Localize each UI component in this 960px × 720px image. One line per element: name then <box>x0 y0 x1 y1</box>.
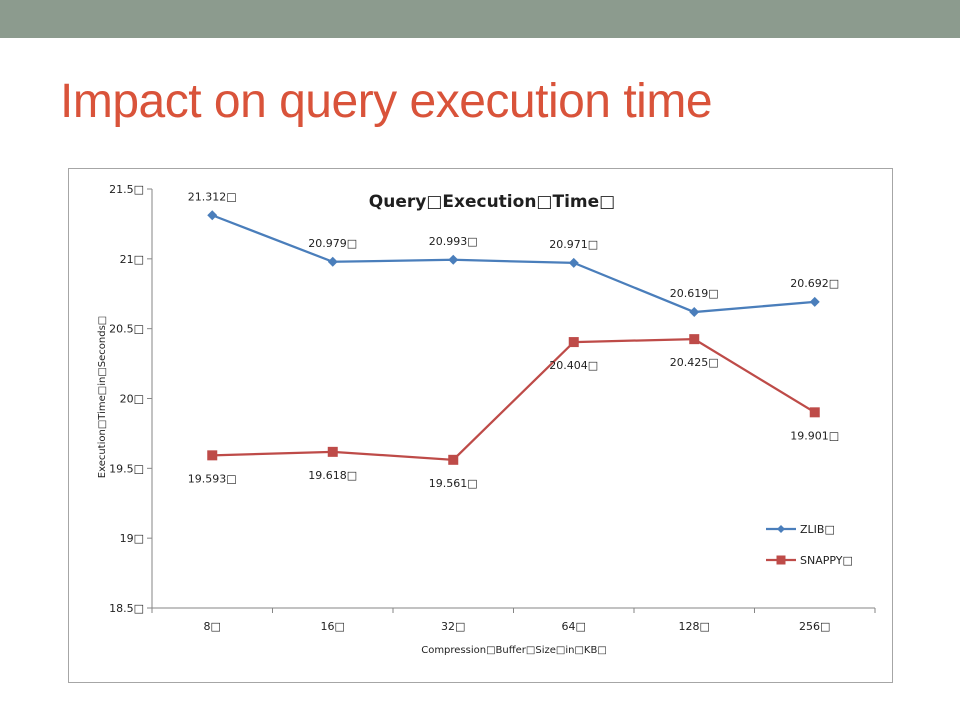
data-label: 19.618□ <box>308 469 357 482</box>
series-snappy: 19.593□ 19.618□ 19.561□ 20.404□ 20.425□ 19.90… <box>188 334 839 490</box>
legend-item: ZLIB□ <box>766 523 835 536</box>
x-tick-label: 64□ <box>562 620 586 633</box>
y-tick-label: 20□ <box>120 393 144 406</box>
legend-label: ZLIB□ <box>800 523 835 536</box>
legend-swatch-marker <box>777 525 785 533</box>
data-label: 20.619□ <box>670 287 719 300</box>
data-label: 20.692□ <box>790 277 839 290</box>
x-tick-label: 32□ <box>441 620 465 633</box>
y-tick-label: 21□ <box>120 253 144 266</box>
series-zlib: 21.312□ 20.979□ 20.993□ 20.971□ 20.619□ 20.69… <box>188 190 839 318</box>
chart-frame: Query□Execution□Time□ 18.5□ 19□ 19.5□ 20□ 20… <box>68 168 893 683</box>
data-point-marker <box>689 334 700 345</box>
x-tick-label: 128□ <box>679 620 710 633</box>
data-label: 20.993□ <box>429 235 478 248</box>
data-point-marker <box>207 450 218 461</box>
line-chart: Query□Execution□Time□ 18.5□ 19□ 19.5□ 20□ 20… <box>97 183 876 656</box>
data-point-marker <box>689 307 700 318</box>
x-tick-label: 16□ <box>321 620 345 633</box>
axes <box>151 189 875 609</box>
legend-label: SNAPPY□ <box>800 554 853 567</box>
y-tick-label: 21.5□ <box>109 183 144 196</box>
y-ticks: 18.5□ 19□ 19.5□ 20□ 20.5□ 21□ 21.5□ <box>109 183 152 615</box>
data-label: 19.593□ <box>188 472 237 485</box>
y-tick-label: 20.5□ <box>109 323 144 336</box>
data-label: 20.425□ <box>670 356 719 369</box>
slide-title: Impact on query execution time <box>60 75 713 128</box>
data-label: 21.312□ <box>188 190 237 203</box>
legend: ZLIB□ SNAPPY□ <box>766 523 853 567</box>
data-label: 20.971□ <box>549 238 598 251</box>
series-line <box>211 214 815 314</box>
top-accent-bar <box>0 0 960 38</box>
data-point-marker <box>568 257 579 268</box>
data-point-marker <box>207 210 218 221</box>
y-axis-title: Execution□Time□in□Seconds□ <box>97 316 108 478</box>
series-layer: 21.312□ 20.979□ 20.993□ 20.971□ 20.619□ 20.69… <box>188 190 839 490</box>
data-label: 20.404□ <box>549 359 598 372</box>
x-axis-title: Compression□Buffer□Size□in□KB□ <box>421 645 607 656</box>
data-label: 19.901□ <box>790 429 839 442</box>
data-point-marker <box>327 446 338 457</box>
data-point-marker <box>448 254 459 265</box>
x-ticks: 8□ 16□ 32□ 64□ 128□ 256□ <box>151 608 876 633</box>
data-point-marker <box>568 337 579 348</box>
data-point-marker <box>809 296 820 307</box>
series-line <box>212 338 816 461</box>
chart-title: Query□Execution□Time□ <box>369 192 615 212</box>
y-tick-label: 19□ <box>120 532 144 545</box>
data-point-marker <box>327 256 338 267</box>
legend-swatch-marker <box>776 555 786 565</box>
y-tick-label: 18.5□ <box>109 602 144 615</box>
data-label: 20.979□ <box>308 237 357 250</box>
data-point-marker <box>448 454 459 465</box>
data-point-marker <box>809 407 820 418</box>
x-tick-label: 256□ <box>799 620 830 633</box>
x-tick-label: 8□ <box>204 620 221 633</box>
data-label: 19.561□ <box>429 477 478 490</box>
legend-item: SNAPPY□ <box>766 554 853 567</box>
y-tick-label: 19.5□ <box>109 462 144 475</box>
